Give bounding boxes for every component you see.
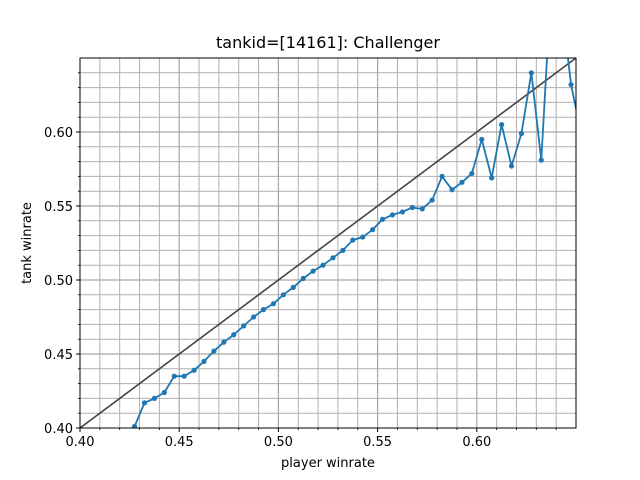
x-tick-label: 0.55 [363,435,392,450]
data-point [439,173,445,179]
data-point [469,170,475,177]
data-point [449,187,455,193]
data-point [141,400,148,406]
y-tick-label: 0.50 [44,274,73,289]
data-point [251,314,257,320]
data-point [409,204,415,211]
data-point [280,292,286,298]
data-point [211,348,217,354]
data-point [528,70,534,76]
tick-labels: 0.40 0.45 0.50 0.55 0.60 0.40 0.45 0.50 0.55 0.60 [44,126,491,450]
y-axis-label: tank winrate [20,202,35,284]
data-point [151,395,157,401]
data-point [260,307,267,313]
data-point [429,197,435,203]
data-point [241,323,247,329]
y-tick-label: 0.45 [44,348,73,363]
data-point [389,212,396,218]
data-point [489,175,495,181]
data-point [161,389,167,396]
x-tick-label: 0.45 [165,435,194,450]
y-tick-label: 0.60 [44,126,73,141]
data-point [538,157,544,163]
major-grid [80,58,576,428]
data-point [518,130,525,137]
data-point [270,301,277,307]
data-point [191,367,197,373]
data-point [310,268,316,274]
data-point [290,284,296,290]
data-point [370,227,376,233]
data-point [508,163,515,169]
x-tick-label: 0.50 [264,435,293,450]
data-point [231,332,237,338]
data-point [320,262,326,268]
data-point [131,423,138,428]
x-tick-label: 0.40 [66,435,95,450]
y-tick-label: 0.55 [44,200,73,215]
data-point [221,339,227,345]
data-point [568,82,574,88]
data-point [479,136,485,142]
reference-line [80,58,576,428]
ticks [76,72,557,432]
data-point [350,237,356,243]
plot-content [80,58,576,428]
data-point [201,358,207,364]
data-point [459,179,465,185]
chart-title: tankid=[14161]: Challenger [216,33,440,52]
data-point [340,247,346,253]
plot-frame [79,57,577,429]
data-point [300,275,306,282]
data-point [499,122,505,128]
data-point [419,206,425,212]
minor-grid [80,58,576,428]
data-point [379,216,386,222]
x-axis-label: player winrate [281,456,375,471]
data-point [330,255,336,261]
y-tick-label: 0.40 [44,422,73,437]
data-point [399,209,405,215]
series-line [133,58,576,427]
data-point [181,373,187,379]
data-point [171,373,177,379]
data-point [360,234,366,240]
x-tick-label: 0.60 [462,435,491,450]
